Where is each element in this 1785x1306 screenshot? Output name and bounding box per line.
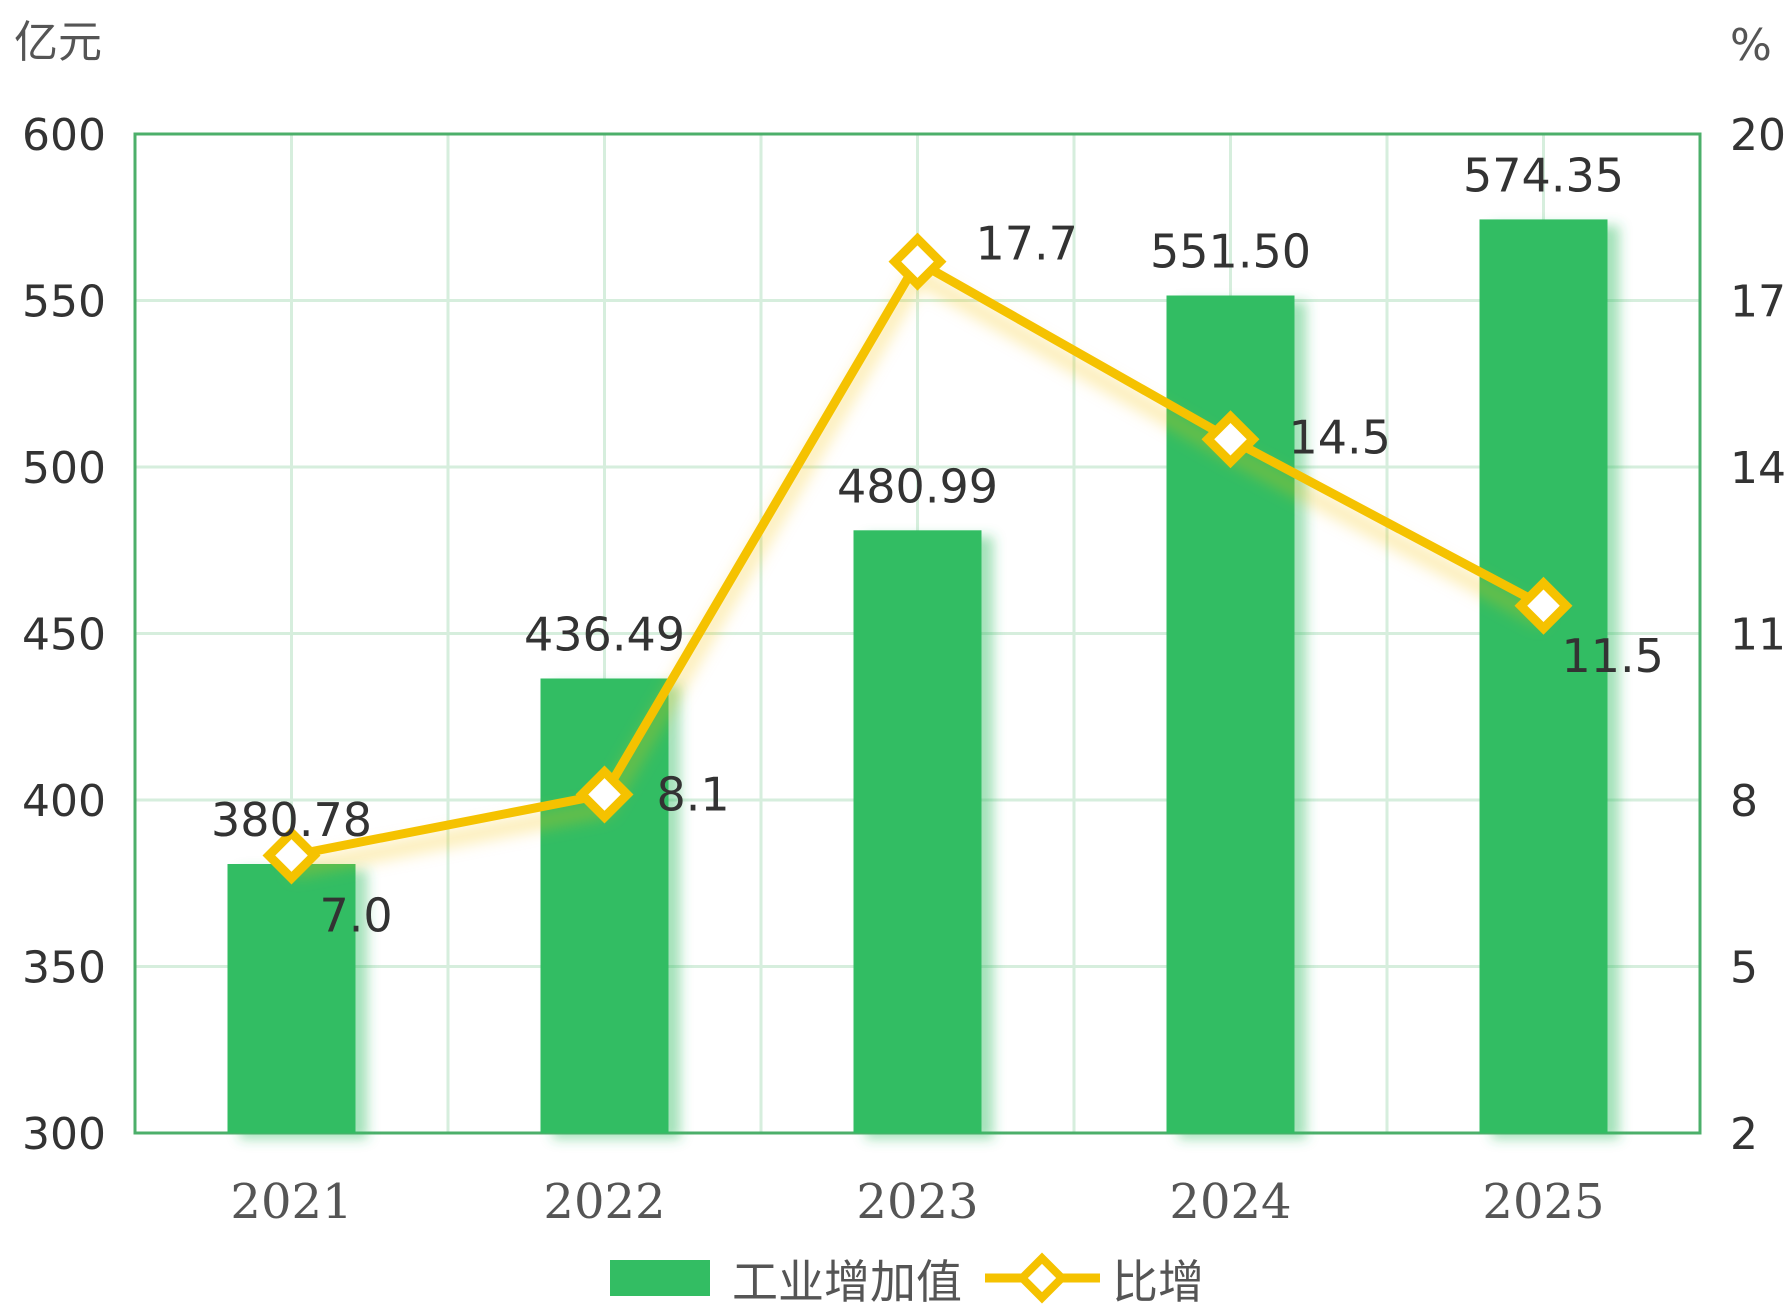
y-left-tick-label: 550 bbox=[22, 277, 106, 328]
bar bbox=[227, 864, 356, 1133]
bar-value-label: 436.49 bbox=[524, 607, 685, 661]
line-value-label: 14.5 bbox=[1289, 410, 1391, 464]
y-left-tick-label: 450 bbox=[22, 610, 106, 661]
data-labels: 380.78 436.49 480.99 551.50 574.35 7.0 8.1 17.7… bbox=[211, 148, 1664, 942]
bar-value-label: 574.35 bbox=[1463, 148, 1624, 202]
legend-bar-swatch bbox=[610, 1260, 710, 1296]
y-right-tick-label: 14 bbox=[1730, 443, 1785, 494]
y-right-tick-label: 5 bbox=[1730, 943, 1758, 994]
x-tick-label: 2024 bbox=[1169, 1174, 1291, 1230]
y-left-tick-label: 600 bbox=[22, 110, 106, 161]
line-series bbox=[262, 232, 1573, 885]
bar-value-label: 551.50 bbox=[1150, 225, 1311, 279]
x-tick-label: 2023 bbox=[856, 1174, 978, 1230]
line-marker bbox=[575, 765, 634, 824]
bar-value-label: 380.78 bbox=[211, 793, 372, 847]
y-left-tick-label: 500 bbox=[22, 443, 106, 494]
legend: 工业增加值 比增 bbox=[610, 1252, 1204, 1306]
line-value-label: 11.5 bbox=[1562, 629, 1664, 683]
line-value-label: 7.0 bbox=[320, 889, 393, 943]
bar-value-label: 480.99 bbox=[837, 459, 998, 513]
line-marker bbox=[1514, 576, 1573, 635]
line-value-label: 8.1 bbox=[657, 767, 730, 821]
bar bbox=[853, 530, 982, 1133]
y-left-tick-label: 350 bbox=[22, 943, 106, 994]
x-tick-label: 2021 bbox=[230, 1174, 352, 1230]
bar bbox=[540, 678, 669, 1133]
y-right-tick-label: 20 bbox=[1730, 110, 1785, 161]
legend-bar-label: 工业增加值 bbox=[732, 1255, 962, 1306]
y-left-tick-label: 400 bbox=[22, 776, 106, 827]
axes: 300 350 400 450 500 550 600 2 5 8 11 14 17 20 2021 2022… bbox=[22, 110, 1785, 1230]
line-marker bbox=[888, 232, 947, 291]
y-right-tick-label: 11 bbox=[1730, 610, 1785, 661]
y-left-tick-label: 300 bbox=[22, 1109, 106, 1160]
bar-series bbox=[227, 219, 1608, 1134]
line-value-label: 17.7 bbox=[976, 217, 1078, 271]
line-marker bbox=[262, 826, 321, 885]
line-marker bbox=[1201, 410, 1260, 469]
x-tick-label: 2022 bbox=[543, 1174, 665, 1230]
legend-line-marker bbox=[1016, 1252, 1068, 1304]
bar bbox=[1479, 219, 1608, 1134]
legend-line-label: 比增 bbox=[1112, 1255, 1204, 1306]
right-axis-unit: % bbox=[1730, 20, 1772, 71]
y-right-tick-label: 8 bbox=[1730, 776, 1758, 827]
x-tick-label: 2025 bbox=[1482, 1174, 1604, 1230]
y-right-tick-label: 2 bbox=[1730, 1109, 1758, 1160]
y-right-tick-label: 17 bbox=[1730, 277, 1785, 328]
left-axis-unit: 亿元 bbox=[14, 17, 102, 68]
